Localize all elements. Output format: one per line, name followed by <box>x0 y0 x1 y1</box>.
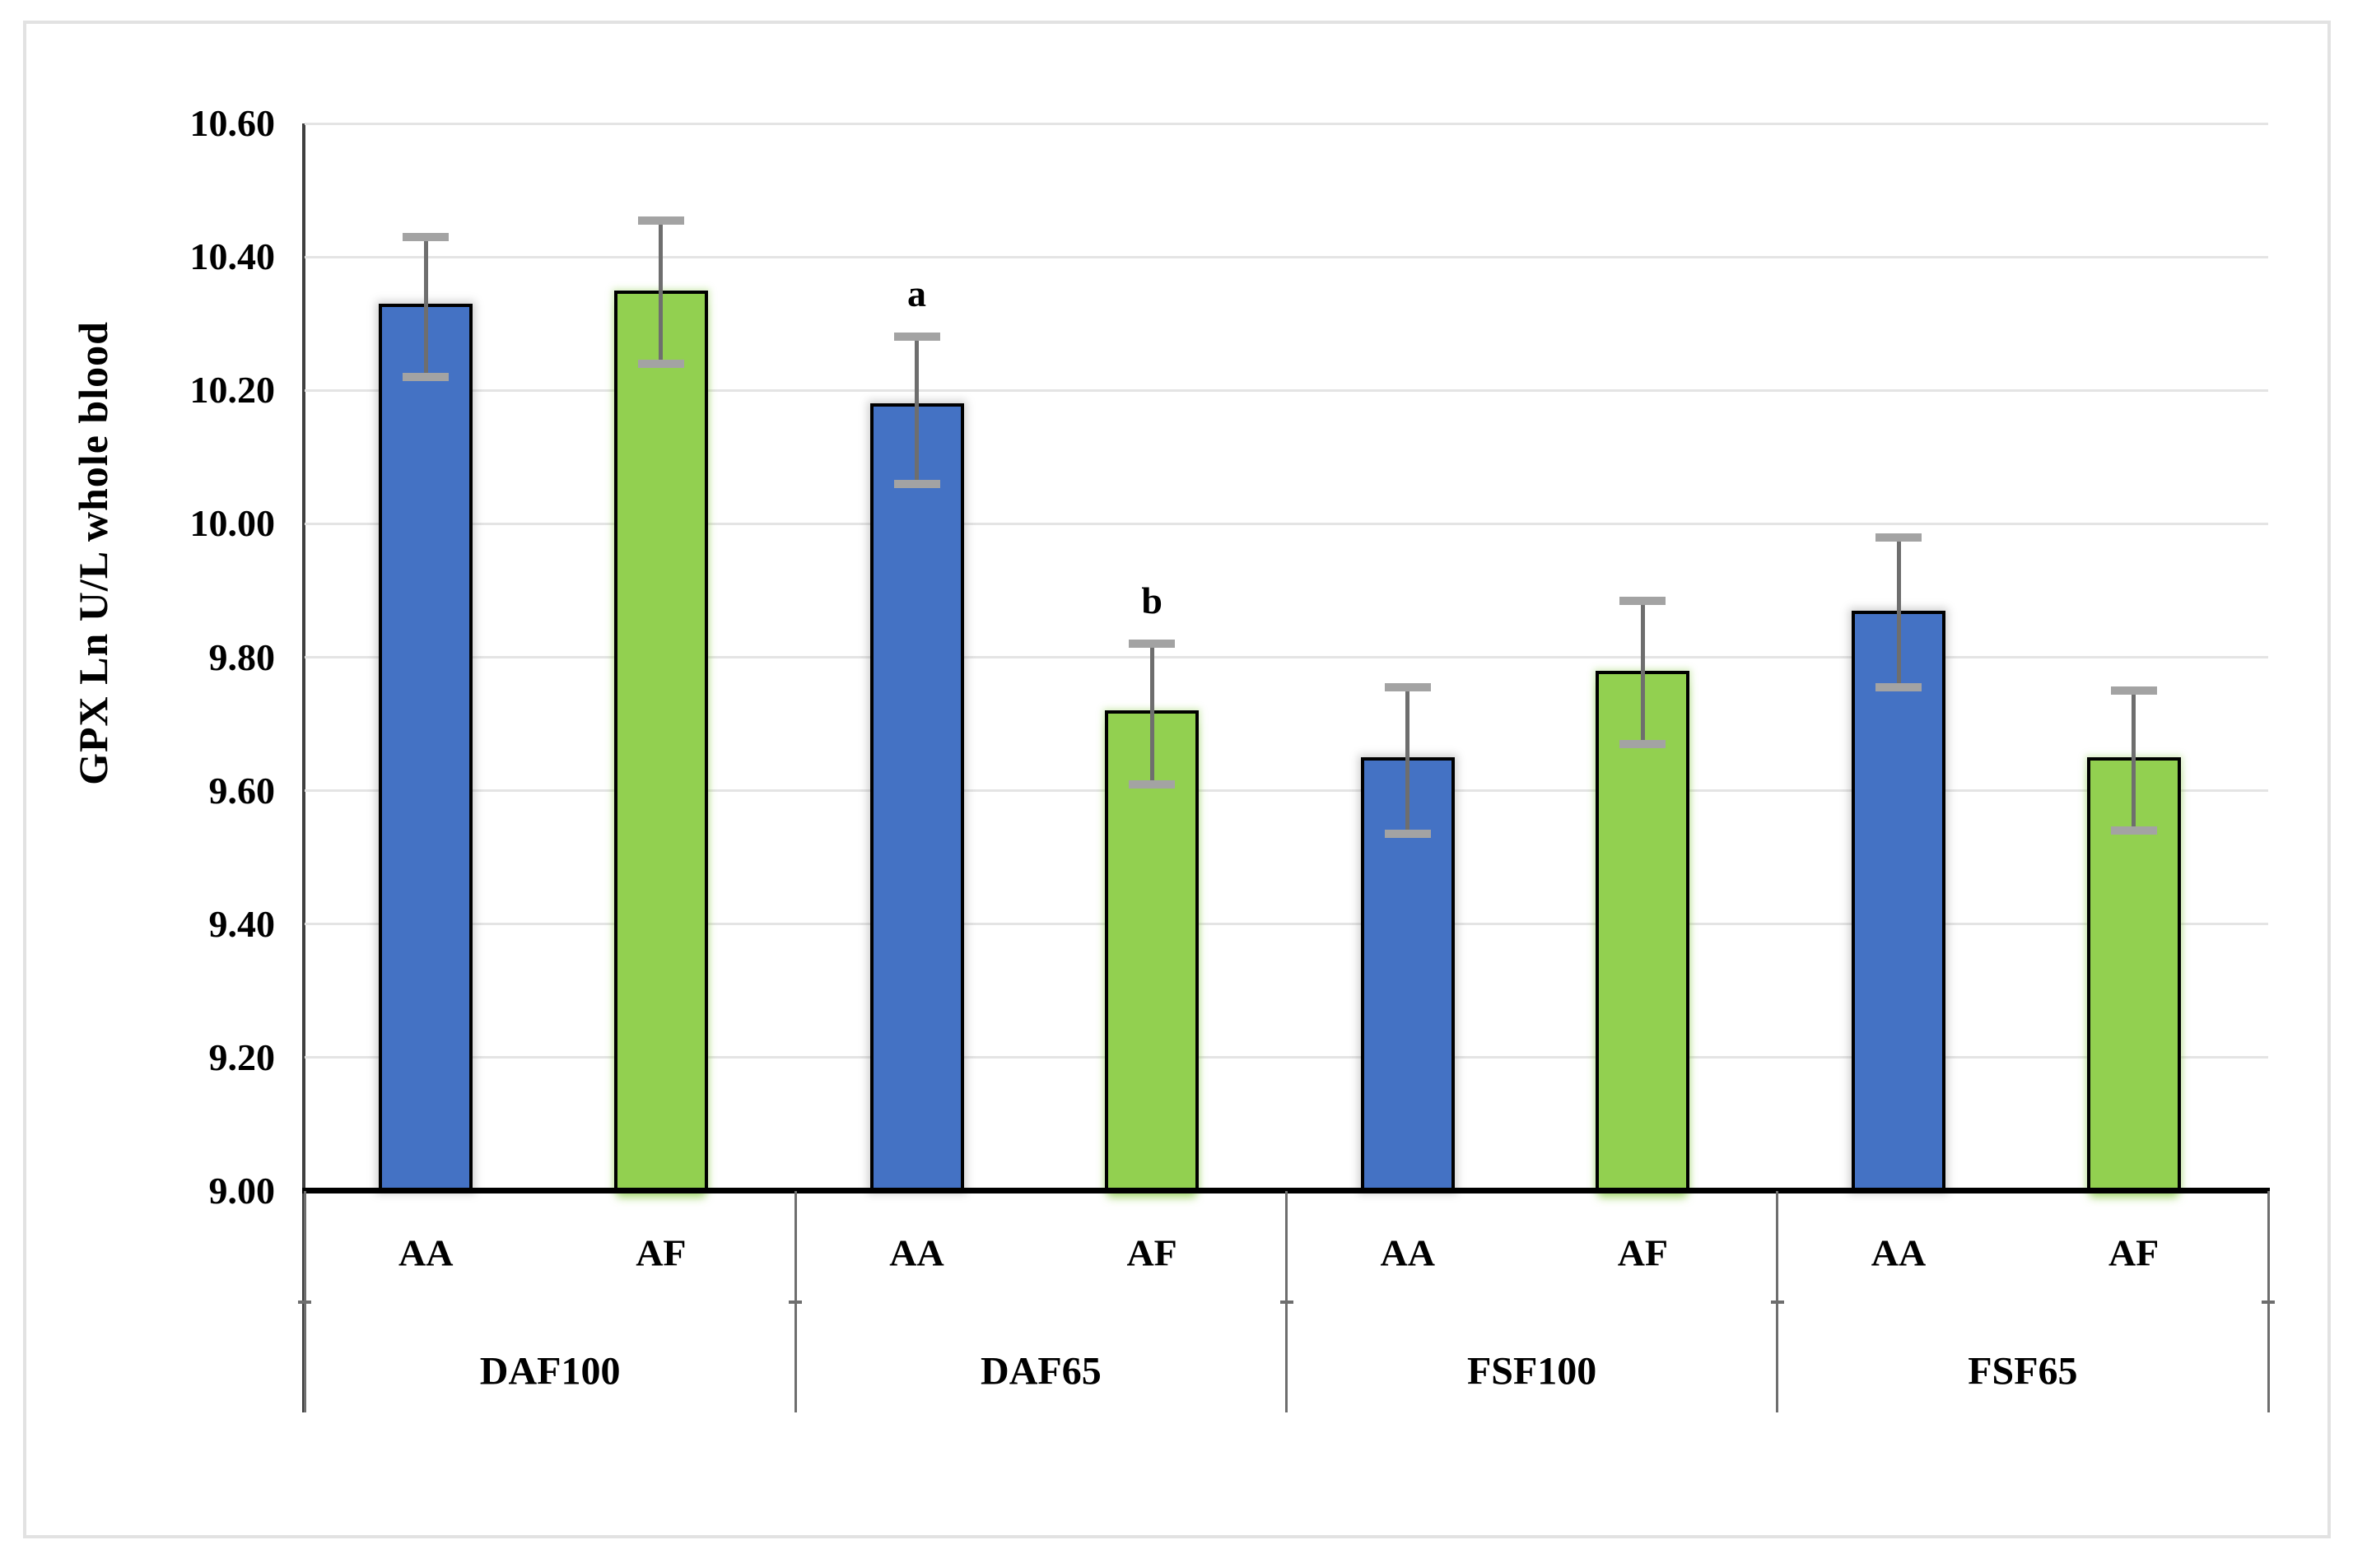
error-bar-stem <box>2132 691 2136 831</box>
bar-fsf65-aa <box>1852 610 1946 1191</box>
group-divider-tick <box>1770 1300 1784 1304</box>
error-bar-cap-top <box>2110 686 2157 696</box>
genotype-label: AF <box>2108 1231 2160 1274</box>
y-axis-tick-label: 9.00 <box>208 1170 276 1212</box>
error-bar-cap-bottom <box>893 479 940 488</box>
genotype-label: AA <box>889 1231 944 1274</box>
group-label: DAF100 <box>479 1349 621 1394</box>
y-axis-tick-label: 9.20 <box>208 1035 276 1078</box>
error-bar-cap-top <box>637 216 684 225</box>
y-axis-tick-label: 10.20 <box>189 369 276 412</box>
group-label: FSF100 <box>1466 1349 1597 1394</box>
error-bar-stem <box>1405 686 1410 835</box>
gridline <box>305 656 2268 658</box>
group-divider-tick <box>298 1300 311 1304</box>
error-bar-cap-top <box>893 333 940 342</box>
y-axis-tick-label: 10.00 <box>189 502 276 545</box>
gridline <box>305 1056 2268 1059</box>
y-axis-tick-label: 9.60 <box>208 769 276 812</box>
error-bar-cap-bottom <box>637 359 684 368</box>
gridline <box>305 923 2268 926</box>
error-bar-stem <box>659 220 664 364</box>
group-divider-tick <box>2262 1300 2275 1304</box>
error-bar-stem <box>1640 600 1645 744</box>
error-bar-cap-bottom <box>1875 682 1922 691</box>
group-label: DAF65 <box>981 1349 1102 1394</box>
y-axis-tick-label: 10.60 <box>189 102 276 144</box>
genotype-label: AF <box>636 1231 687 1274</box>
significance-label-b: b <box>1141 579 1163 622</box>
group-divider-tick <box>789 1300 803 1304</box>
genotype-label: AF <box>1617 1231 1669 1274</box>
group-label: FSF65 <box>1968 1349 2078 1394</box>
genotype-label: AA <box>398 1231 454 1274</box>
genotype-label: AA <box>1871 1231 1927 1274</box>
error-bar-cap-bottom <box>403 373 450 382</box>
genotype-label: AF <box>1126 1231 1177 1274</box>
y-axis-tick-label: 10.40 <box>189 235 276 278</box>
group-divider-tick <box>1279 1300 1293 1304</box>
x-axis-line <box>302 1188 2270 1193</box>
error-bar-stem <box>1896 537 1901 687</box>
gridline <box>305 789 2268 793</box>
error-bar-cap-top <box>403 232 450 241</box>
bar-daf100-aa <box>379 303 473 1191</box>
error-bar-stem <box>423 236 428 378</box>
error-bar-stem <box>915 337 920 484</box>
error-bar-stem <box>1149 644 1154 784</box>
gridline <box>305 522 2268 525</box>
significance-label-a: a <box>907 272 927 315</box>
bar-fsf100-af <box>1596 670 1690 1191</box>
gridline <box>305 255 2268 258</box>
error-bar-cap-bottom <box>1129 779 1176 789</box>
bar-daf65-af <box>1105 710 1200 1191</box>
y-axis-tick-label: 9.40 <box>208 902 276 945</box>
gridline <box>305 389 2268 392</box>
error-bar-cap-top <box>1384 682 1431 691</box>
y-axis-tick-label: 9.80 <box>208 635 276 678</box>
y-axis-line <box>302 123 305 1412</box>
error-bar-cap-top <box>1875 533 1922 542</box>
bar-daf100-af <box>613 290 708 1191</box>
error-bar-cap-bottom <box>1384 830 1431 839</box>
genotype-label: AA <box>1380 1231 1435 1274</box>
bar-daf65-aa <box>869 403 964 1191</box>
error-bar-cap-bottom <box>2110 826 2157 835</box>
gridline <box>305 122 2268 125</box>
error-bar-cap-top <box>1129 640 1176 649</box>
error-bar-cap-bottom <box>1619 739 1666 748</box>
error-bar-cap-top <box>1619 596 1666 605</box>
